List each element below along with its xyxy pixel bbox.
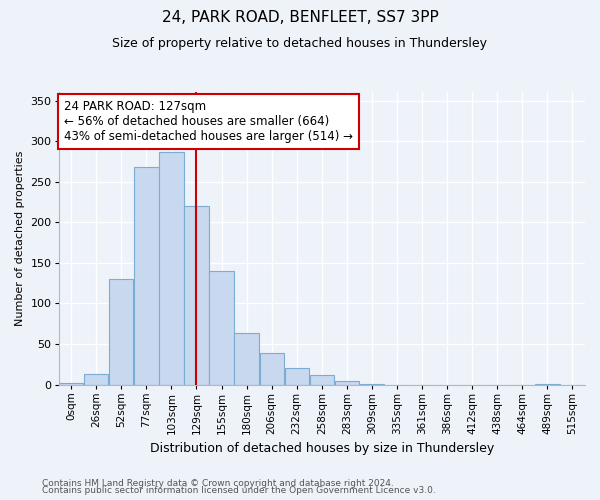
Text: 24 PARK ROAD: 127sqm
← 56% of detached houses are smaller (664)
43% of semi-deta: 24 PARK ROAD: 127sqm ← 56% of detached h… (64, 100, 353, 143)
Bar (209, 271, 234, 384)
Bar (184, 206, 209, 384)
Bar (310, 375, 334, 384)
Bar (260, 353, 284, 384)
Bar (159, 152, 184, 384)
Bar (109, 279, 133, 384)
Text: Contains public sector information licensed under the Open Government Licence v3: Contains public sector information licen… (42, 486, 436, 495)
Bar (335, 380, 359, 384)
Bar (59, 383, 83, 384)
Text: 24, PARK ROAD, BENFLEET, SS7 3PP: 24, PARK ROAD, BENFLEET, SS7 3PP (161, 10, 439, 25)
Bar (235, 334, 259, 384)
Bar (284, 368, 309, 384)
X-axis label: Distribution of detached houses by size in Thundersley: Distribution of detached houses by size … (149, 442, 494, 455)
Bar (134, 167, 158, 384)
Y-axis label: Number of detached properties: Number of detached properties (15, 151, 25, 326)
Bar (84, 374, 109, 384)
Text: Size of property relative to detached houses in Thundersley: Size of property relative to detached ho… (113, 38, 487, 51)
Text: Contains HM Land Registry data © Crown copyright and database right 2024.: Contains HM Land Registry data © Crown c… (42, 478, 394, 488)
